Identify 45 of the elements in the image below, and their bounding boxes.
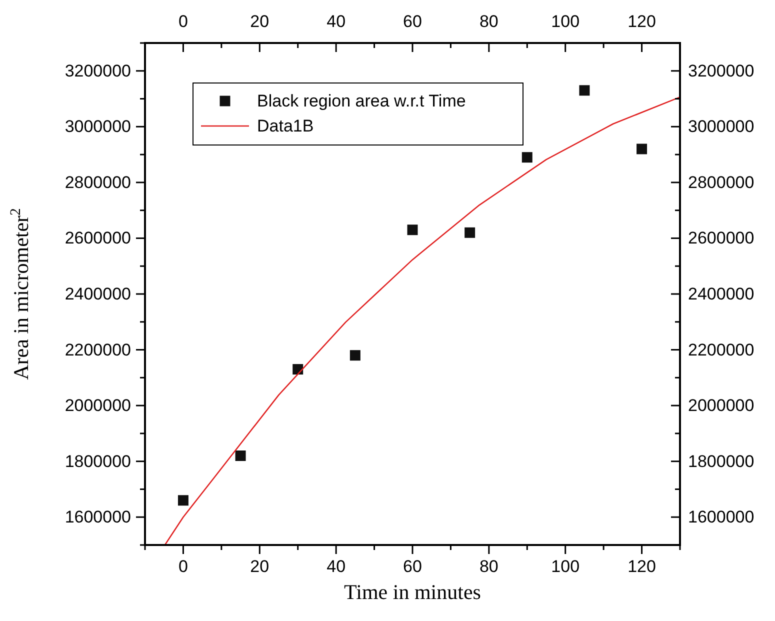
y2-tick-label: 1800000: [688, 452, 754, 471]
x2-tick-label: 0: [178, 12, 188, 31]
y2-tick-label: 2400000: [688, 284, 754, 304]
x-tick-label: 120: [628, 557, 656, 576]
y2-tick-label: 2200000: [688, 340, 754, 360]
y-tick-label: 3200000: [64, 61, 131, 80]
point: [522, 152, 532, 163]
point: [178, 495, 188, 506]
legend-label: Black region area w.r.t Time: [257, 92, 466, 110]
y-tick-label: 2400000: [64, 284, 131, 304]
point: [636, 144, 648, 154]
x2-tick-label: 60: [403, 12, 422, 31]
x-tick-label: 20: [250, 557, 270, 576]
y2-tick-label: 1600000: [688, 508, 754, 527]
y2-tick-label: 2600000: [688, 228, 754, 248]
x-tick-label: 80: [479, 557, 498, 576]
y-tick-label: 2800000: [64, 172, 131, 192]
y2-tick-label: 2000000: [688, 396, 754, 416]
x2-tick-label: 20: [250, 12, 270, 31]
y-tick-label: 2200000: [64, 340, 131, 360]
y-tick-label: 1800000: [64, 452, 131, 471]
x2-tick-label: 100: [551, 12, 580, 31]
y2-tick-label: 3000000: [688, 117, 754, 136]
point: [579, 85, 590, 96]
point: [350, 350, 360, 361]
x-tick-label: 0: [178, 557, 188, 576]
x-axis-title: Time in minutes: [344, 580, 481, 604]
x-tick-label: 100: [551, 557, 580, 576]
x-tick-label: 40: [326, 557, 346, 576]
point: [235, 450, 246, 461]
point: [292, 364, 304, 375]
point: [407, 224, 418, 236]
y2-tick-label: 2800000: [688, 172, 754, 192]
x-tick-label: 60: [403, 557, 422, 576]
y-tick-label: 1600000: [64, 508, 131, 527]
line-series: [164, 96, 680, 545]
x2-tick-label: 120: [628, 12, 656, 31]
y-tick-label: 2600000: [64, 228, 131, 248]
x2-tick-label: 40: [326, 12, 346, 31]
y2-tick-label: 3200000: [688, 61, 754, 80]
point: [464, 227, 476, 238]
legend-label: Data1B: [257, 116, 314, 136]
y-tick-label: 3000000: [64, 117, 131, 136]
y-tick-label: 2000000: [64, 396, 131, 416]
x2-tick-label: 80: [479, 12, 498, 31]
